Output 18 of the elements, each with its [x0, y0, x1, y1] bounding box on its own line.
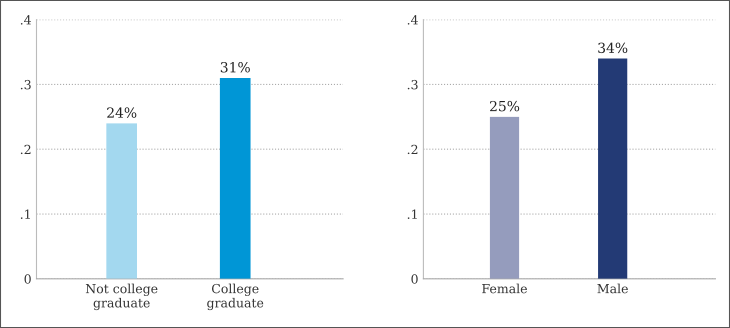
data-label: 25%	[490, 100, 520, 112]
x-tick-label: Male	[597, 284, 628, 294]
y-tick-label: 0	[24, 274, 31, 284]
y-tick-label: .2	[408, 144, 418, 154]
data-label: 31%	[220, 62, 250, 73]
data-label: 34%	[598, 42, 628, 54]
y-tick-label: .3	[20, 80, 31, 90]
y-tick-label: .2	[20, 144, 30, 154]
data-label: 24%	[107, 107, 136, 118]
y-tick-label: .4	[408, 15, 418, 25]
x-tick-label: Female	[482, 284, 527, 294]
y-tick-label: 0	[411, 274, 418, 284]
y-tick-label: .1	[408, 209, 417, 219]
y-tick-label: .3	[408, 80, 418, 90]
y-tick-label: .1	[20, 209, 30, 219]
x-tick-label: College graduate	[207, 284, 264, 310]
y-tick-label: .4	[20, 15, 32, 25]
x-tick-label: Not college graduate	[86, 284, 158, 310]
